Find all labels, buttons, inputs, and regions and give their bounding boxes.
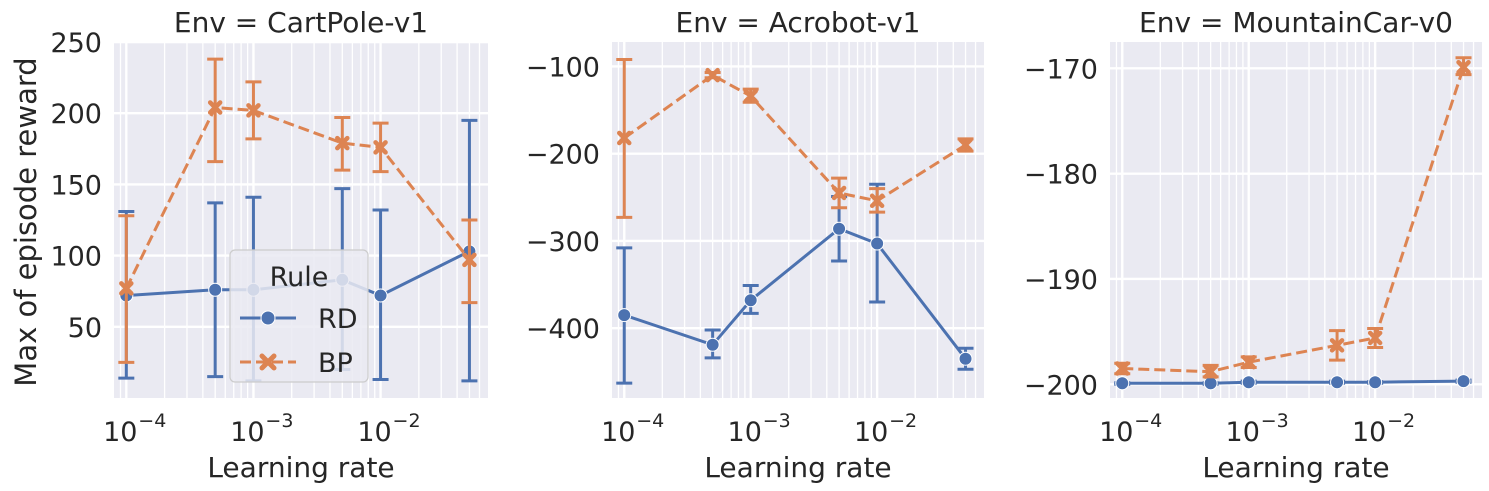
x-tick-exponent: −4	[636, 410, 664, 432]
data-point	[335, 135, 350, 151]
x-tick-exponent: −3	[265, 410, 293, 432]
data-point	[1367, 330, 1383, 346]
y-tick-label: 150	[50, 170, 102, 201]
series-bp	[118, 57, 478, 364]
y-tick-label: 250	[50, 28, 102, 59]
series-rd	[1114, 374, 1472, 391]
data-point	[1329, 338, 1345, 353]
y-tick-label: −170	[1024, 54, 1098, 85]
data-point	[705, 337, 720, 352]
x-tick-exponent: −2	[1387, 410, 1415, 432]
x-tick-label: 10	[357, 417, 391, 448]
y-axis-label: Max of episode reward	[9, 57, 43, 386]
data-point	[1241, 375, 1256, 390]
x-tick-exponent: −3	[763, 410, 791, 432]
series-line	[124, 105, 471, 290]
data-point	[869, 193, 885, 209]
x-tick-exponent: −4	[138, 410, 166, 432]
x-tick-exponent: −4	[1134, 410, 1162, 432]
data-point	[246, 103, 261, 118]
data-point	[1115, 361, 1130, 376]
x-tick-label: 10	[1226, 417, 1260, 448]
data-point	[617, 130, 632, 146]
series-line	[623, 226, 967, 360]
data-point	[743, 293, 758, 308]
plot-background	[1110, 42, 1482, 398]
series-line	[1122, 66, 1465, 374]
data-point	[870, 236, 885, 251]
x-tick-label: 10	[728, 417, 762, 448]
series-bp	[1114, 56, 1472, 379]
panel-title: Env = Acrobot-v1	[676, 6, 921, 39]
x-tick-label: 10	[230, 417, 264, 448]
legend-box	[229, 249, 369, 383]
x-tick-exponent: −3	[1261, 410, 1289, 432]
x-tick-label: 10	[1099, 417, 1133, 448]
legend-marker-rd	[260, 310, 276, 326]
y-tick-label: −200	[1024, 370, 1098, 401]
y-tick-label: −100	[526, 52, 600, 83]
data-point	[958, 351, 973, 366]
data-point	[373, 288, 388, 303]
x-tick-exponent: −2	[393, 410, 421, 432]
data-point	[958, 137, 973, 153]
series-line	[1122, 379, 1464, 385]
x-tick-exponent: −2	[889, 410, 917, 432]
data-point	[617, 308, 632, 323]
data-point	[373, 140, 388, 155]
x-tick-label: 10	[103, 417, 137, 448]
legend: Rule RD BP	[229, 249, 369, 383]
legend-marker-bp	[259, 353, 277, 371]
data-point	[832, 221, 847, 236]
data-point	[1115, 376, 1130, 391]
data-point	[1203, 364, 1218, 379]
y-tick-label: −180	[1024, 160, 1098, 191]
x-tick-label: 10	[1352, 417, 1386, 448]
data-point	[831, 185, 847, 201]
data-point	[462, 252, 477, 268]
y-tick-label: −400	[526, 314, 600, 345]
data-point	[1330, 375, 1345, 390]
data-point	[119, 281, 134, 296]
data-point	[743, 88, 758, 104]
data-point	[1368, 375, 1383, 390]
y-tick-label: −190	[1024, 265, 1098, 296]
panel-title: Env = CartPole-v1	[174, 6, 428, 39]
data-point	[705, 67, 720, 83]
data-point	[1456, 60, 1471, 75]
data-point	[1241, 354, 1256, 370]
x-axis-label: Learning rate	[207, 451, 394, 484]
legend-title: Rule	[270, 262, 329, 293]
y-tick-label: −200	[526, 140, 600, 171]
x-tick-label: 10	[601, 417, 635, 448]
data-point	[208, 282, 223, 297]
legend-label-bp: BP	[318, 348, 353, 379]
x-tick-label: 10	[854, 417, 888, 448]
x-axis-label: Learning rate	[1202, 451, 1389, 484]
series-line	[623, 73, 967, 203]
y-tick-label: 200	[50, 99, 102, 130]
data-point	[207, 100, 223, 115]
series-bp	[616, 57, 974, 219]
legend-label-rd: RD	[318, 304, 358, 335]
data-point	[1456, 374, 1471, 389]
y-tick-label: −300	[526, 227, 600, 258]
panel-title: Env = MountainCar-v0	[1139, 6, 1453, 39]
x-axis-label: Learning rate	[704, 451, 891, 484]
y-tick-label: 50	[68, 313, 102, 344]
y-tick-label: 100	[50, 242, 102, 273]
plot-background	[612, 42, 984, 398]
